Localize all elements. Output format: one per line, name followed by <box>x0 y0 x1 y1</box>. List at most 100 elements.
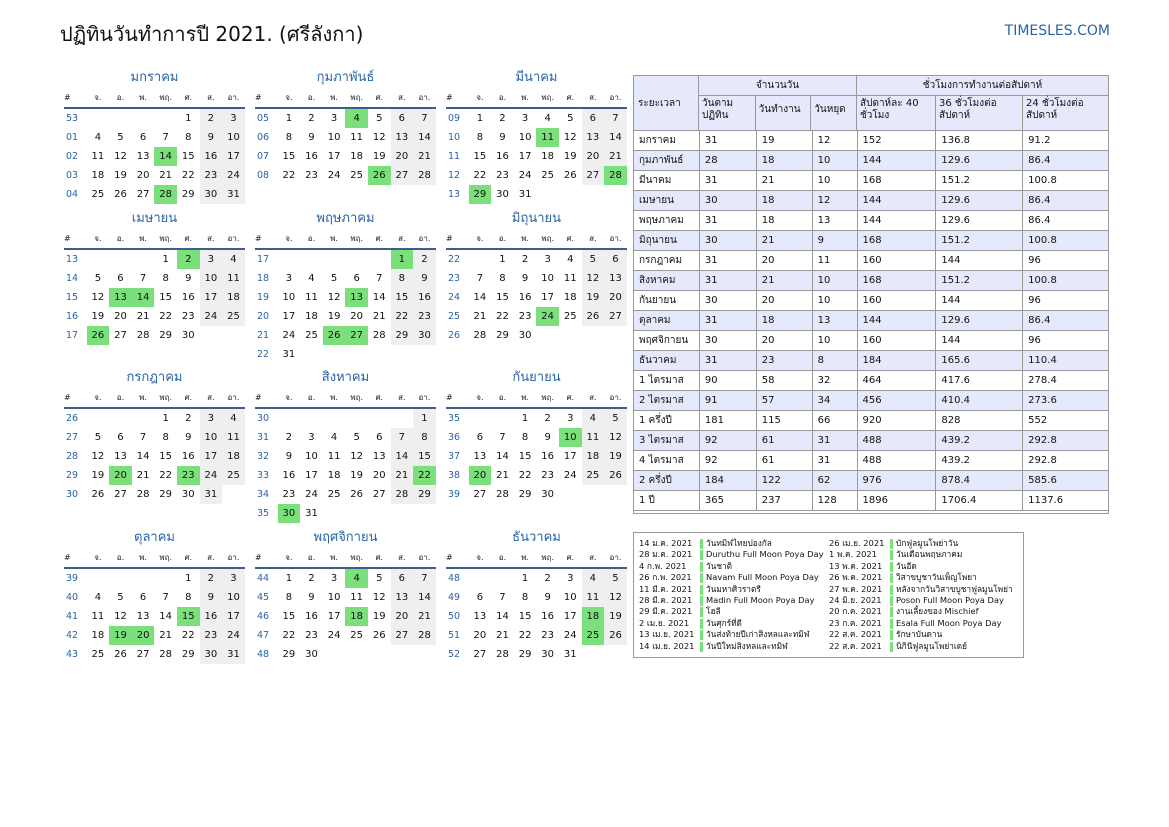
weekday-label: พฤ. <box>159 393 172 402</box>
holiday-name: วันชาติ <box>706 560 733 571</box>
day-cell: 15 <box>159 292 173 303</box>
holiday-name: หลังจากวันวิสาขบูชาฟูลมูนโพย่า <box>896 583 1013 594</box>
day-cell: 24 <box>327 630 341 641</box>
month-calendar: เมษายน # จ. อ. พ. พฤ. ศ. ส. อา. 13 1 2 3 4 14 5 6 7 8 9 10 11… <box>64 203 245 345</box>
week-row: 30 1 <box>255 409 436 428</box>
day-cell: 28 <box>372 330 386 341</box>
day-cell: 23 <box>541 470 555 481</box>
day-cell: 16 <box>199 147 223 166</box>
weekday-label: อ. <box>116 93 125 102</box>
week-number: 13 <box>66 254 79 265</box>
weekday-label: จ. <box>94 393 102 402</box>
period-cell: 2 ครึ่งปี <box>634 471 700 491</box>
week-row: 35 1 2 3 4 5 <box>446 409 627 428</box>
day-cell: 3 <box>222 109 245 128</box>
day-cell <box>154 109 177 128</box>
weekday-label: ศ. <box>566 234 575 243</box>
day-cell: 23 <box>199 166 223 185</box>
week-number: 27 <box>66 432 79 443</box>
value-cell: 168 <box>857 271 937 291</box>
day-cell <box>368 645 391 664</box>
week-row: 18 3 4 5 6 7 8 9 <box>255 269 436 288</box>
week-number: 41 <box>66 611 79 622</box>
value-cell: 61 <box>756 451 813 471</box>
weekday-label: อ. <box>498 553 507 562</box>
day-cell: 11 <box>305 292 318 303</box>
day-cell: 19 <box>114 170 127 181</box>
day-cell: 3 <box>330 573 338 584</box>
weekday-label: จ. <box>285 93 293 102</box>
value-cell: 100.8 <box>1023 271 1108 291</box>
day-cell: 27 <box>390 626 414 645</box>
day-cell <box>132 250 155 269</box>
value-cell: 92 <box>699 451 757 471</box>
weekday-label: จ. <box>476 93 484 102</box>
week-row: 19 10 11 12 13 14 15 16 <box>255 288 436 307</box>
week-row: 25 21 22 23 24 25 26 27 <box>446 307 627 326</box>
week-row: 23 7 8 9 10 11 12 13 <box>446 269 627 288</box>
weekday-header: # จ. อ. พ. พฤ. ศ. ส. อา. <box>64 229 245 250</box>
week-number: 08 <box>257 170 270 181</box>
week-row: 33 16 17 18 19 20 21 22 <box>255 466 436 485</box>
value-cell: 10 <box>812 291 858 311</box>
value-cell: 18 <box>756 211 813 231</box>
day-cell: 14 <box>159 611 173 622</box>
day-cell <box>391 645 414 664</box>
day-cell: 28 <box>604 166 627 185</box>
value-cell: 1706.4 <box>936 491 1024 511</box>
day-cell: 13 <box>390 588 414 607</box>
day-cell: 20 <box>350 311 364 322</box>
value-cell: 31 <box>699 171 757 191</box>
value-cell: 12 <box>812 131 858 151</box>
week-number: 24 <box>448 292 461 303</box>
weekday-label: จ. <box>285 553 293 562</box>
value-cell: 96 <box>1023 331 1108 351</box>
week-number: 17 <box>66 330 79 341</box>
day-cell: 10 <box>541 273 555 284</box>
month-name: พฤศจิกายน <box>313 530 378 545</box>
day-cell: 3 <box>567 413 574 424</box>
holiday-date: 23 ก.ค. 2021 <box>829 617 882 628</box>
weekday-label: ส. <box>398 234 406 243</box>
week-row: 46 15 16 17 18 19 20 21 <box>255 607 436 626</box>
col-24h: 24 ชั่วโมงต่อสัปดาห์ <box>1023 96 1108 131</box>
weekday-label: จ. <box>94 93 102 102</box>
day-cell: 28 <box>473 330 487 341</box>
day-cell: 26 <box>322 326 346 345</box>
week-row: 50 13 14 15 16 17 18 19 <box>446 607 627 626</box>
day-cell: 24 <box>282 330 296 341</box>
day-cell: 28 <box>390 485 414 504</box>
day-cell: 2 <box>521 254 529 265</box>
day-cell: 20 <box>109 466 132 485</box>
value-cell: 31 <box>699 131 757 151</box>
days-group-header: จำนวนวัน <box>699 76 856 96</box>
day-cell: 30 <box>413 326 436 345</box>
stats-row: สิงหาคม 31 21 10 168 151.2 100.8 <box>634 271 1108 291</box>
day-cell: 4 <box>345 109 368 128</box>
holiday-name: โฮลี <box>706 606 721 617</box>
value-cell: 23 <box>756 351 813 371</box>
weekday-label: ศ. <box>566 93 575 102</box>
week-number: 33 <box>257 470 270 481</box>
day-cell: 6 <box>476 592 484 603</box>
week-number: 07 <box>257 151 270 162</box>
weekday-label: อ. <box>498 93 507 102</box>
value-cell: 86.4 <box>1023 311 1108 331</box>
holiday-date: 20 ก.ค. 2021 <box>829 606 882 617</box>
day-cell: 23 <box>305 630 318 641</box>
weekday-label: พ. <box>139 93 147 102</box>
day-cell: 20 <box>473 630 487 641</box>
weekday-header: # จ. อ. พ. พฤ. ศ. ส. อา. <box>255 229 436 250</box>
week-row: 22 31 <box>255 345 436 364</box>
week-row: 24 14 15 16 17 18 19 20 <box>446 288 627 307</box>
site-link[interactable]: TIMESLES.COM <box>1004 23 1110 39</box>
week-row: 07 15 16 17 18 19 20 21 <box>255 147 436 166</box>
value-cell: 90 <box>699 371 757 391</box>
weekday-label: อ. <box>116 553 125 562</box>
period-cell: 1 ไตรมาส <box>634 371 700 391</box>
holiday-name: วันศุกร์ที่ดี <box>706 617 742 628</box>
weekday-label: ศ. <box>184 393 193 402</box>
day-cell: 2 <box>176 250 200 269</box>
day-cell: 7 <box>162 132 169 143</box>
week-row: 21 24 25 26 27 28 29 30 <box>255 326 436 345</box>
